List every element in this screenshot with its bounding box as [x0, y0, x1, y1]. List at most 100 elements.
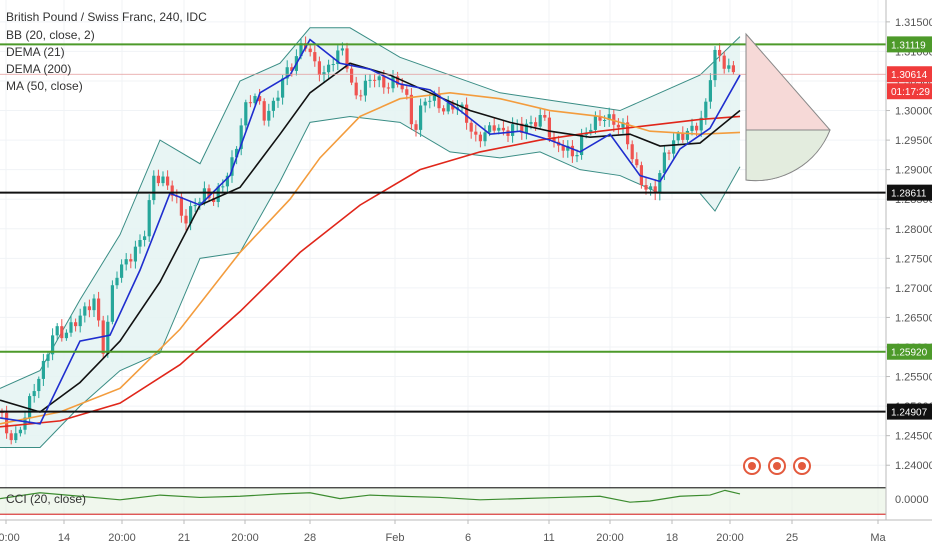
candle-body	[727, 65, 731, 69]
candle-body	[603, 120, 607, 122]
candle-body	[129, 259, 133, 262]
candle-body	[124, 259, 128, 265]
candle-body	[212, 198, 216, 202]
candle-body	[639, 165, 643, 186]
dema21-line	[0, 38, 741, 425]
candle-body	[248, 102, 252, 104]
candle-body	[193, 205, 197, 207]
candle-body	[538, 115, 542, 127]
candle-body	[488, 125, 492, 133]
candle-body	[423, 101, 427, 106]
candle-body	[161, 176, 165, 184]
candle-body	[60, 326, 64, 339]
candle-body	[308, 48, 312, 53]
candle-body	[552, 137, 556, 142]
legend-cci: CCI (20, close)	[6, 492, 86, 506]
candle-body	[474, 131, 478, 135]
candle-body	[469, 122, 473, 132]
candle-body	[520, 123, 524, 133]
forecast-shape[interactable]	[745, 32, 831, 182]
candle-body	[87, 306, 91, 311]
candle-body	[616, 124, 620, 128]
candle-body	[446, 102, 450, 112]
candle-body	[547, 117, 551, 138]
alert-icon[interactable]	[793, 457, 811, 475]
candle-body	[713, 49, 717, 81]
horizontal-levels	[0, 43, 886, 413]
candle-body	[120, 264, 124, 278]
candle-body	[359, 95, 363, 97]
alert-icon[interactable]	[743, 457, 761, 475]
candle-body	[299, 43, 303, 57]
x-tick-label: 11	[543, 532, 554, 544]
candle-body	[271, 100, 275, 111]
x-tick-label: 20:00	[596, 532, 624, 544]
candle-body	[653, 186, 657, 194]
candle-body	[442, 108, 446, 112]
candle-body	[46, 354, 50, 361]
candle-body	[32, 391, 36, 397]
candle-body	[658, 173, 662, 194]
candle-body	[336, 50, 340, 65]
price-label-box	[887, 403, 932, 420]
candle-body	[235, 148, 239, 158]
candle-body	[262, 101, 266, 121]
legend: British Pound / Swiss Franc, 240, IDC BB…	[6, 10, 929, 506]
candle-body	[78, 315, 82, 327]
candle-body	[501, 127, 505, 131]
candle-body	[64, 332, 68, 339]
candle-body	[83, 306, 87, 316]
bb-fill	[0, 27, 740, 448]
candle-body	[699, 117, 703, 131]
candle-body	[718, 49, 722, 56]
price-label-text: 1.28611	[891, 189, 927, 200]
candle-body	[354, 82, 358, 96]
candle-body	[667, 152, 671, 154]
candle-body	[465, 104, 469, 123]
candle-body	[225, 175, 229, 187]
candle-body	[345, 48, 349, 69]
candle-body	[708, 80, 712, 102]
candle-body	[635, 159, 639, 166]
x-tick-label: Feb	[386, 532, 405, 544]
bollinger-band	[0, 27, 741, 448]
candle-body	[575, 155, 579, 157]
legend-bb: BB (20, close, 2)	[6, 28, 95, 42]
candle-body	[253, 96, 257, 104]
x-axis[interactable]: 20:00 14 20:00 21 20:00 28 Feb 6 11 20:00 18 20:00 2…	[0, 519, 932, 544]
candle-body	[170, 185, 174, 196]
candles	[0, 36, 735, 445]
candle-body	[340, 48, 344, 51]
ma50-line	[0, 91, 741, 425]
candle-body	[138, 240, 142, 247]
x-tick-label: 20:00	[231, 532, 259, 544]
price-label-box	[887, 184, 932, 201]
candle-body	[685, 130, 689, 140]
candle-body	[690, 125, 694, 131]
candle-body	[69, 322, 73, 333]
legend-ma50: MA (50, close)	[6, 79, 83, 93]
candle-body	[179, 196, 183, 216]
candle-body	[239, 125, 243, 149]
price-label-text: 1.25920	[891, 348, 928, 359]
x-tick-label: 28	[304, 532, 316, 544]
candle-body	[662, 152, 666, 174]
candle-body	[483, 132, 487, 142]
cci-pane[interactable]	[0, 487, 886, 515]
candle-body	[377, 76, 381, 81]
price-label-box	[887, 66, 932, 83]
x-tick-label: 6	[465, 532, 471, 544]
legend-dema200: DEMA (200)	[6, 62, 71, 76]
candle-body	[649, 186, 653, 190]
alert-icon[interactable]	[768, 457, 786, 475]
candle-body	[460, 104, 464, 108]
candle-body	[9, 433, 13, 441]
candle-body	[561, 145, 565, 151]
y-tick-label: 1.25500	[895, 372, 932, 384]
candle-body	[267, 110, 271, 121]
candle-body	[722, 55, 726, 69]
candle-body	[97, 298, 101, 321]
alert-icons[interactable]	[743, 457, 811, 475]
candle-body	[92, 298, 96, 311]
